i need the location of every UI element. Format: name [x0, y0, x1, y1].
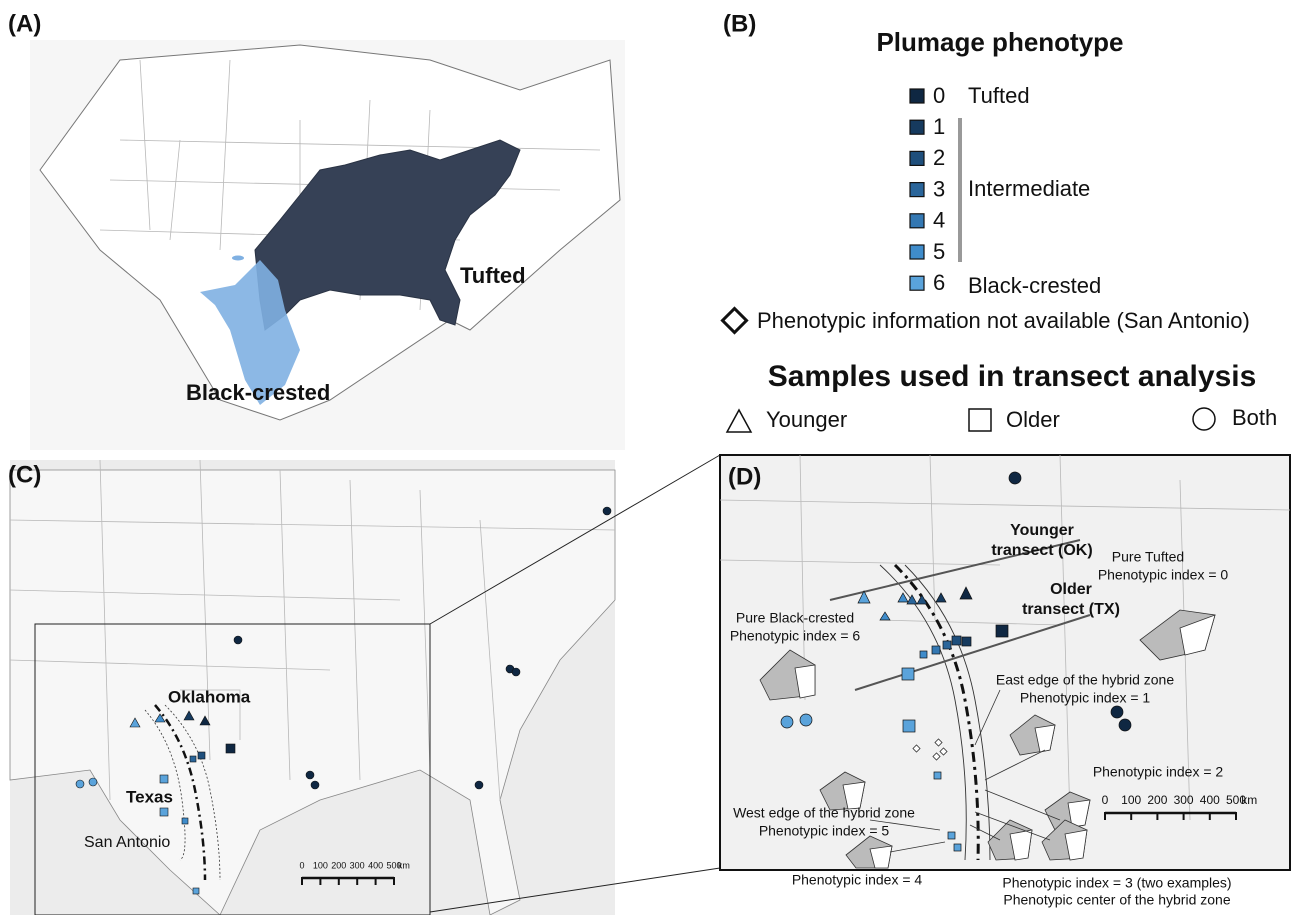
legend-level: 6	[933, 270, 945, 295]
scale-unit: km	[398, 860, 410, 870]
scale-label: 100	[313, 860, 328, 870]
tufted-range	[254, 139, 521, 331]
map-frame	[719, 454, 1291, 871]
legend-level: 1	[933, 114, 945, 139]
scale-label: 400	[368, 860, 383, 870]
na-samples	[912, 738, 948, 761]
legend-label: Older	[1006, 407, 1060, 432]
scale-label: 200	[1147, 793, 1167, 807]
legend-note: Phenotypic information not available (Sa…	[757, 308, 1250, 333]
scale-label: 300	[350, 860, 365, 870]
panel-label: (B)	[723, 10, 756, 37]
bracket	[958, 118, 962, 262]
hybrid-edges	[144, 704, 221, 881]
map-a: (A) Tufted Black-crested	[8, 10, 625, 450]
scale-label: 200	[331, 860, 346, 870]
annotation: Phenotypic index = 5	[759, 823, 890, 839]
legend-swatch	[909, 150, 925, 166]
range-label: Black-crested	[186, 380, 330, 405]
map-c: (C) Oklahoma Texas San Antonio	[8, 459, 616, 915]
scale-label: 0	[299, 860, 304, 870]
legend-level: 4	[933, 208, 945, 233]
legend-swatch	[909, 244, 925, 260]
annotation: Phenotypic index = 1	[1020, 690, 1151, 706]
scale-label: 100	[1121, 793, 1141, 807]
annotation: transect (TX)	[1022, 601, 1120, 618]
legend-title: Samples used in transect analysis	[768, 360, 1257, 393]
annotation: Pure Black-crested	[736, 610, 854, 626]
legend-swatch	[909, 213, 925, 229]
annotation: Phenotypic index = 3 (two examples)	[1002, 875, 1231, 891]
scale-unit: km	[1241, 793, 1257, 807]
legend-swatch	[909, 182, 925, 198]
diamond-symbol	[720, 306, 749, 335]
legend-level: 0	[933, 83, 945, 108]
black-crested-range	[200, 260, 300, 405]
scale-label: 500	[1226, 793, 1246, 807]
legend: (B) Plumage phenotype Tufted Intermediat…	[720, 10, 1277, 433]
zoom-lines	[429, 454, 721, 913]
state-lines	[719, 454, 1291, 821]
legend-level: 3	[933, 176, 945, 201]
annotation: Phenotypic index = 0	[1098, 567, 1229, 583]
annotation: Pure Tufted	[1112, 549, 1184, 565]
legend-label: Younger	[766, 407, 847, 432]
bird-icons	[759, 609, 1216, 869]
annotation: Older	[1050, 581, 1092, 598]
legend-swatch	[909, 275, 925, 291]
square-symbol	[968, 408, 992, 432]
scale-label: 500	[386, 860, 401, 870]
transect-lines	[829, 539, 1091, 691]
samples	[780, 471, 1132, 852]
place-label: Oklahoma	[168, 687, 251, 706]
annotation: Phenotypic index = 6	[730, 628, 861, 644]
map-d: (D) Younger transect (OK) Older transect…	[719, 454, 1291, 871]
range-label: Tufted	[460, 263, 526, 288]
legend-level: 2	[933, 145, 945, 170]
state-lines	[9, 459, 616, 801]
annotation: Phenotypic index = 2	[1093, 764, 1224, 780]
place-label: San Antonio	[84, 834, 170, 851]
samples	[75, 506, 612, 895]
legend-label: Intermediate	[968, 176, 1090, 201]
panel-label: (A)	[8, 10, 41, 37]
land	[9, 469, 616, 915]
annotation: East edge of the hybrid zone	[996, 672, 1174, 688]
annotation: Phenotypic index = 4	[792, 872, 923, 888]
inset-frame	[34, 623, 431, 915]
legend-label: Tufted	[968, 83, 1030, 108]
hybrid-center	[154, 704, 207, 881]
scale-label: 400	[1200, 793, 1220, 807]
place-label: Texas	[126, 787, 173, 806]
annotation: Phenotypic center of the hybrid zone	[1003, 892, 1230, 908]
scale-label: 300	[1174, 793, 1194, 807]
panel-label: (C)	[8, 461, 41, 488]
annotation: West edge of the hybrid zone	[733, 805, 915, 821]
circle-symbol	[1192, 407, 1216, 431]
isolated-range	[232, 255, 244, 261]
legend-level: 5	[933, 239, 945, 264]
triangle-symbol	[725, 408, 753, 433]
legend-label: Both	[1232, 405, 1277, 430]
legend-swatch	[909, 119, 925, 135]
panel-label: (D)	[728, 463, 761, 490]
legend-title: Plumage phenotype	[876, 27, 1123, 57]
legend-label: Black-crested	[968, 273, 1101, 298]
scale-label: 0	[1102, 793, 1109, 807]
annotation: Younger	[1010, 522, 1074, 539]
annotation: transect (OK)	[991, 542, 1092, 559]
legend-swatch	[909, 88, 925, 104]
